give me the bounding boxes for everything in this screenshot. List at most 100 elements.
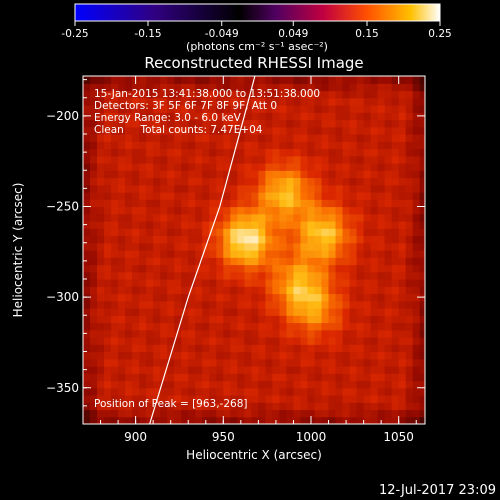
heatmap-cell (377, 358, 386, 367)
heatmap-cell (300, 257, 309, 266)
heatmap-cell (412, 105, 421, 113)
heatmap-cell (279, 228, 288, 237)
heatmap-cell (209, 90, 217, 99)
heatmap-cell (293, 409, 302, 418)
heatmap-cell (286, 366, 295, 374)
heatmap-cell (167, 402, 175, 411)
heatmap-cell (244, 286, 252, 295)
heatmap-cell (293, 184, 302, 193)
heatmap-cell (370, 315, 379, 324)
heatmap-cell (209, 416, 217, 424)
heatmap-cell (363, 373, 372, 382)
heatmap-cell (195, 402, 203, 411)
heatmap-cell (293, 358, 302, 367)
heatmap-cell (342, 126, 351, 135)
heatmap-cell (167, 90, 175, 99)
heatmap-cell (293, 380, 302, 389)
heatmap-cell (195, 105, 203, 113)
heatmap-cell (356, 126, 365, 135)
heatmap-cell (419, 83, 425, 92)
heatmap-cell (118, 141, 126, 150)
heatmap-cell (139, 308, 147, 316)
heatmap-cell (272, 184, 281, 193)
heatmap-cell (405, 344, 414, 353)
heatmap-cell (174, 148, 182, 157)
heatmap-cell (188, 264, 196, 273)
heatmap-cell (153, 134, 161, 142)
heatmap-cell (349, 119, 358, 128)
heatmap-cell (125, 119, 133, 128)
heatmap-cell (286, 387, 295, 396)
heatmap-cell (412, 351, 421, 360)
heatmap-cell (419, 228, 425, 237)
heatmap-cell (251, 271, 259, 280)
heatmap-cell (412, 293, 421, 302)
heatmap-cell (195, 163, 203, 171)
heatmap-cell (405, 97, 414, 106)
heatmap-cell (258, 279, 266, 287)
heatmap-cell (363, 337, 372, 345)
heatmap-cell (188, 228, 196, 237)
heatmap-cell (293, 76, 302, 84)
heatmap-cell (377, 380, 386, 389)
heatmap-cell (251, 300, 259, 309)
heatmap-cell (125, 293, 133, 302)
heatmap-cell (321, 380, 330, 389)
heatmap-cell (209, 366, 217, 374)
heatmap-cell (363, 387, 372, 396)
heatmap-cell (321, 351, 330, 360)
heatmap-cell (300, 170, 309, 179)
heatmap-cell (342, 170, 351, 179)
heatmap-cell (405, 402, 414, 411)
heatmap-cell (160, 250, 168, 258)
heatmap-cell (202, 300, 210, 309)
heatmap-cell (398, 402, 407, 411)
heatmap-cell (384, 337, 393, 345)
heatmap-cell (195, 279, 203, 287)
heatmap-cell (405, 235, 414, 244)
heatmap-cell (356, 271, 365, 280)
heatmap-cell (349, 358, 358, 367)
heatmap-cell (265, 358, 274, 367)
heatmap-cell (209, 134, 217, 142)
heatmap-cell (363, 293, 372, 302)
heatmap-cell (286, 105, 295, 113)
heatmap-cell (412, 76, 421, 84)
heatmap-cell (342, 402, 351, 411)
heatmap-cell (188, 358, 196, 367)
heatmap-cell (384, 315, 393, 324)
heatmap-cell (377, 242, 386, 251)
heatmap-cell (174, 199, 182, 208)
heatmap-cell (216, 279, 224, 287)
heatmap-cell (216, 250, 224, 258)
heatmap-cell (314, 141, 323, 150)
heatmap-cell (237, 366, 245, 374)
heatmap-cell (293, 105, 302, 113)
heatmap-cell (160, 344, 168, 353)
heatmap-cell (349, 163, 358, 171)
heatmap-cell (167, 358, 175, 367)
heatmap-cell (83, 97, 91, 106)
heatmap-cell (265, 337, 274, 345)
heatmap-cell (321, 148, 330, 157)
heatmap-cell (405, 351, 414, 360)
heatmap-cell (258, 322, 266, 331)
heatmap-cell (307, 199, 316, 208)
heatmap-cell (251, 184, 259, 193)
heatmap-cell (272, 148, 281, 157)
heatmap-cell (181, 358, 189, 367)
heatmap-cell (132, 279, 140, 287)
heatmap-cell (202, 163, 210, 171)
heatmap-cell (181, 416, 189, 424)
heatmap-cell (153, 192, 161, 200)
heatmap-cell (209, 308, 217, 316)
heatmap-cell (349, 242, 358, 251)
heatmap-cell (405, 141, 414, 150)
heatmap-cell (174, 271, 182, 280)
heatmap-cell (237, 250, 245, 258)
heatmap-cell (104, 76, 112, 84)
heatmap-cell (307, 206, 316, 215)
heatmap-cell (335, 177, 344, 186)
heatmap-cell (118, 416, 126, 424)
heatmap-cell (412, 134, 421, 142)
